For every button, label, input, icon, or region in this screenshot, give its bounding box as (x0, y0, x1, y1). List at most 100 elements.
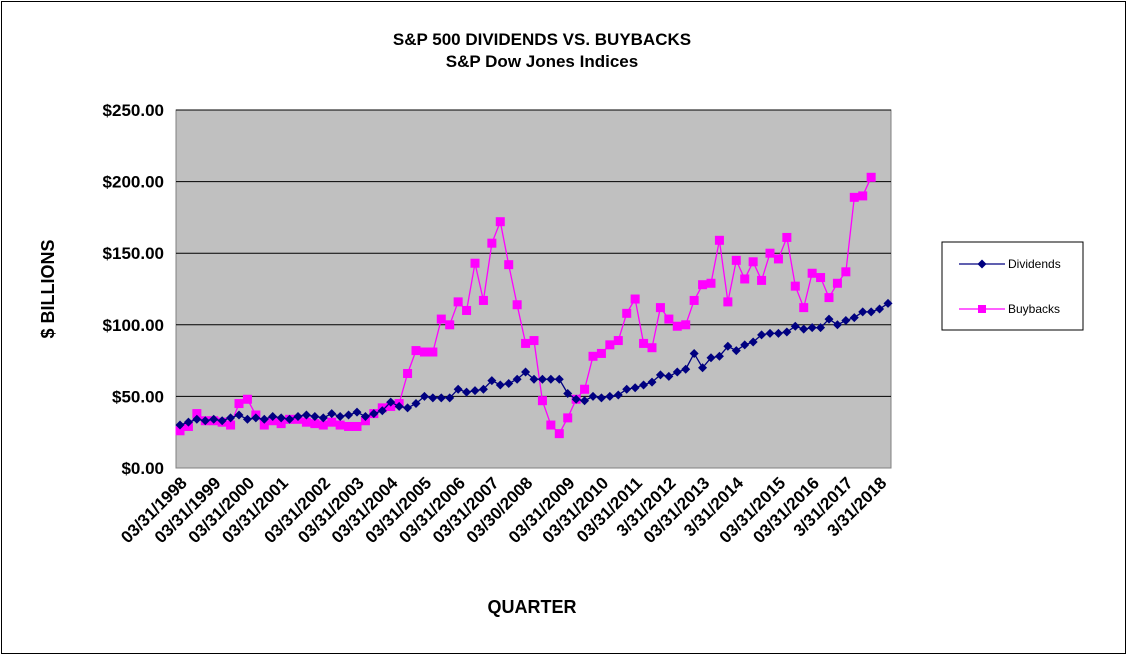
dividends-point (360, 411, 370, 421)
y-axis-ticks: $0.00 $50.00 $100.00 $150.00 $200.00 $250.00 (103, 101, 164, 478)
y-tick-label: $200.00 (103, 173, 164, 192)
buybacks-point (832, 278, 842, 288)
buybacks-point (782, 232, 792, 242)
buybacks-point (799, 303, 809, 313)
dividends-point (268, 411, 278, 421)
buybacks-point (554, 429, 564, 439)
dividends-point (596, 393, 606, 403)
buybacks-point (242, 394, 252, 404)
dividends-point (478, 384, 488, 394)
dividends-point (310, 411, 320, 421)
dividends-point (832, 320, 842, 330)
dividends-point (529, 374, 539, 384)
dividends-point (563, 389, 573, 399)
buybacks-point (858, 191, 868, 201)
buybacks-point (596, 348, 606, 358)
buybacks-point (521, 338, 531, 348)
buybacks-point (512, 300, 522, 310)
dividends-point (470, 386, 480, 396)
buybacks-point (841, 267, 851, 277)
dividends-point (841, 316, 851, 326)
dividends-point (285, 414, 295, 424)
chart-subtitle: S&P Dow Jones Indices (446, 52, 638, 71)
dividends-point (613, 390, 623, 400)
buybacks-point (453, 297, 463, 307)
buybacks-point (824, 293, 834, 303)
buybacks-point (765, 248, 775, 258)
dividends-point (765, 328, 775, 338)
dividends-point (445, 393, 455, 403)
dividends-point (807, 323, 817, 333)
dividends-point (622, 384, 632, 394)
buybacks-point (301, 417, 311, 427)
gridlines (176, 109, 891, 397)
dividends-point (318, 413, 328, 423)
dividends-point (605, 391, 615, 401)
y-tick-label: $100.00 (103, 316, 164, 335)
dividends-point (234, 410, 244, 420)
dividends-point (251, 413, 261, 423)
buybacks-point (580, 384, 590, 394)
buybacks-point (276, 419, 286, 429)
buybacks-point (462, 305, 472, 315)
buybacks-point (335, 420, 345, 430)
buybacks-point (613, 336, 623, 346)
dividends-point (192, 414, 202, 424)
dividends-point (411, 399, 421, 409)
dividends-point (866, 307, 876, 317)
dividends-point (276, 413, 286, 423)
buybacks-point (689, 295, 699, 305)
buybacks-point (630, 294, 640, 304)
dividends-point (487, 376, 497, 386)
buybacks-point (866, 172, 876, 182)
plot-area (175, 109, 892, 469)
dividends-point (183, 417, 193, 427)
buybacks-point (327, 417, 337, 427)
dividends-point (799, 324, 809, 334)
dividends-point (858, 307, 868, 317)
dividends-point (217, 416, 227, 426)
buybacks-point (436, 314, 446, 324)
dividends-point (672, 367, 682, 377)
y-axis-title: $ BILLIONS (38, 239, 58, 338)
dividends-point (773, 328, 783, 338)
dividends-point (462, 387, 472, 397)
dividends-point (883, 298, 893, 308)
buybacks-point (428, 347, 438, 357)
buybacks-point (681, 320, 691, 330)
dividends-point (546, 374, 556, 384)
buybacks-point (588, 351, 598, 361)
legend-label-buybacks: Buybacks (1008, 302, 1060, 316)
dividends-point (588, 391, 598, 401)
dividends-point (344, 410, 354, 420)
dividends-point (209, 414, 219, 424)
buybacks-point (647, 343, 657, 353)
buybacks-point (419, 347, 429, 357)
buybacks-point (504, 260, 514, 270)
dividends-point (782, 327, 792, 337)
buybacks-point (706, 278, 716, 288)
dividends-point (714, 351, 724, 361)
buybacks-point (478, 295, 488, 305)
dividends-point (580, 396, 590, 406)
dividends-point (698, 363, 708, 373)
buybacks-point (807, 268, 817, 278)
buybacks-point (234, 399, 244, 409)
dividends-point (386, 397, 396, 407)
dividends-point (748, 337, 758, 347)
dividends-point (504, 379, 514, 389)
y-tick-label: $0.00 (121, 459, 164, 478)
dividends-point (875, 304, 885, 314)
buybacks-point (740, 274, 750, 284)
y-tick-label: $50.00 (112, 387, 164, 406)
buybacks-point (411, 346, 421, 356)
legend-marker-buybacks (978, 305, 986, 313)
dividends-point (757, 330, 767, 340)
buybacks-point (403, 368, 413, 378)
dividends-point (740, 340, 750, 350)
dividends-point (554, 374, 564, 384)
dividends-point (453, 384, 463, 394)
buybacks-point (445, 320, 455, 330)
buybacks-point (487, 238, 497, 248)
buybacks-point (790, 281, 800, 291)
